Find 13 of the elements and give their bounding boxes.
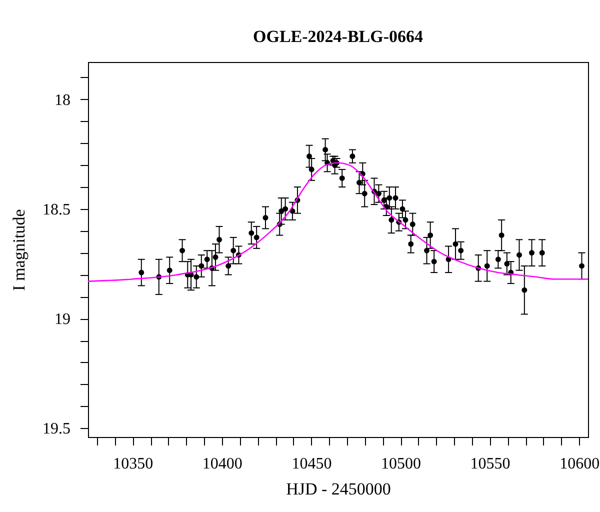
y-tick-label: 18.5 bbox=[42, 201, 70, 218]
x-tick-label: 10550 bbox=[470, 456, 510, 472]
x-axis-title: HJD - 2450000 bbox=[286, 480, 391, 498]
x-tick-label: 10400 bbox=[202, 456, 242, 472]
y-tick-label: 19.5 bbox=[42, 420, 70, 438]
y-tick-label: 18 bbox=[54, 92, 70, 109]
x-tick-label: 10350 bbox=[113, 456, 154, 472]
x-tick-label: 10600 bbox=[560, 456, 600, 472]
y-tick-label: 19 bbox=[54, 311, 70, 328]
chart-title: OGLE-2024-BLG-0664 bbox=[252, 27, 424, 46]
x-tick-label: 10450 bbox=[292, 456, 332, 472]
y-axis-title: I magnitude bbox=[10, 209, 28, 291]
x-tick-label: 10500 bbox=[381, 456, 421, 472]
